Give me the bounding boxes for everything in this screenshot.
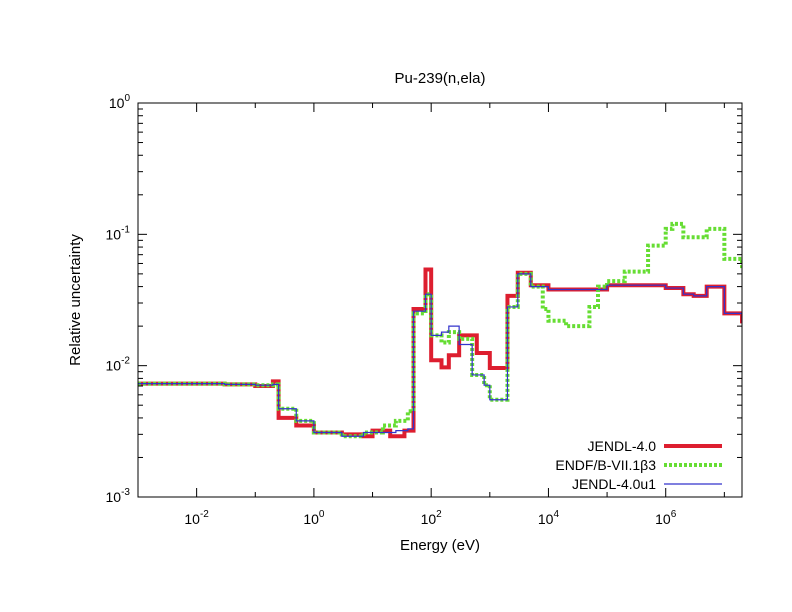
tick-labels-layer: 10-2 100 102 104 106 10-3 10-2 10-1 100: [106, 93, 677, 527]
x-tick-label: 104: [538, 509, 560, 527]
x-axis-label: Energy (eV): [400, 537, 480, 554]
x-tick-label: 100: [303, 509, 325, 527]
legend-label-3: JENDL-4.0u1: [572, 476, 656, 492]
x-tick-label: 10-2: [184, 509, 209, 527]
series-layer: [138, 221, 742, 439]
x-tick-label: 102: [421, 509, 443, 527]
plot-frame: [137, 102, 743, 498]
y-tick-label: 100: [109, 93, 131, 111]
ticks-layer: [137, 102, 742, 498]
legend: JENDL-4.0 ENDF/B-VII.1β3 JENDL-4.0u1: [555, 438, 722, 492]
series-line-2: [138, 221, 742, 439]
y-tick-label: 10-2: [106, 356, 131, 374]
y-tick-label: 10-1: [106, 224, 131, 242]
y-tick-label: 10-3: [106, 487, 131, 505]
series-line-3: [138, 273, 742, 437]
x-tick-label: 106: [655, 509, 677, 527]
series-line-1: [138, 267, 742, 439]
legend-label-2: ENDF/B-VII.1β3: [555, 457, 656, 473]
y-axis-label: Relative uncertainty: [67, 234, 84, 366]
chart-title: Pu-239(n,ela): [395, 70, 486, 87]
legend-label-1: JENDL-4.0: [588, 438, 657, 454]
